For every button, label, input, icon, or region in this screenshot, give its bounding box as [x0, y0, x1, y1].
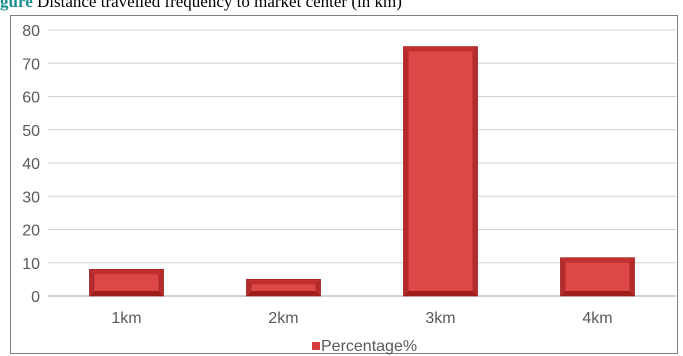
- bar-bevel-right: [472, 46, 478, 296]
- caption-lead: gure: [0, 0, 33, 11]
- x-tick-label: 1km: [111, 310, 141, 327]
- bar-face: [565, 262, 630, 291]
- x-tick-label: 3km: [425, 310, 455, 327]
- chart-frame: [10, 15, 678, 354]
- y-tick-label: 80: [22, 23, 40, 40]
- caption-text: Distance travelled frequency to market c…: [32, 0, 402, 11]
- bar-3km: [403, 46, 478, 297]
- bar-face: [251, 284, 316, 291]
- bar-1km: [89, 268, 164, 297]
- bar-bevel-bottom: [560, 291, 635, 296]
- bar-bevel-top: [560, 257, 635, 263]
- x-tick-label: 2km: [268, 310, 298, 327]
- bar-face: [94, 274, 159, 291]
- x-axis-ticks: 1km 2km 3km 4km: [111, 310, 612, 327]
- figure-caption: gure Distance travelled frequency to mar…: [0, 0, 683, 13]
- bar-2km: [246, 278, 321, 297]
- y-tick-label: 60: [22, 90, 40, 107]
- bar-bevel-left: [89, 269, 95, 296]
- bar-bevel-right: [158, 269, 164, 296]
- y-tick-label: 70: [22, 56, 40, 73]
- x-tick-label: 4km: [582, 310, 612, 327]
- bar-bevel-top: [403, 46, 478, 52]
- bar-bevel-bottom: [246, 291, 321, 296]
- y-axis-ticks: 0 10 20 30 40 50 60 70 80: [22, 23, 40, 306]
- bar-4km: [560, 257, 635, 297]
- bar-bevel-top: [246, 279, 321, 285]
- bar-bevel-right: [629, 257, 635, 296]
- bar-bevel-right: [315, 279, 321, 296]
- y-tick-label: 50: [22, 123, 40, 140]
- legend: Percentage%: [312, 338, 417, 355]
- bar-bevel-left: [560, 257, 566, 296]
- bar-bevel-left: [246, 279, 252, 296]
- y-tick-label: 10: [22, 256, 40, 273]
- gridlines: [48, 29, 676, 297]
- bars: [89, 46, 635, 297]
- y-tick-label: 0: [31, 289, 40, 306]
- bar-face: [408, 51, 473, 291]
- bar-bevel-top: [89, 269, 164, 275]
- bar-bevel-bottom: [403, 291, 478, 296]
- y-tick-label: 30: [22, 189, 40, 206]
- y-tick-label: 20: [22, 223, 40, 240]
- y-tick-label: 40: [22, 156, 40, 173]
- bar-bevel-left: [403, 46, 409, 296]
- legend-swatch: [312, 342, 320, 350]
- bar-bevel-bottom: [89, 291, 164, 296]
- legend-label: Percentage%: [321, 338, 417, 355]
